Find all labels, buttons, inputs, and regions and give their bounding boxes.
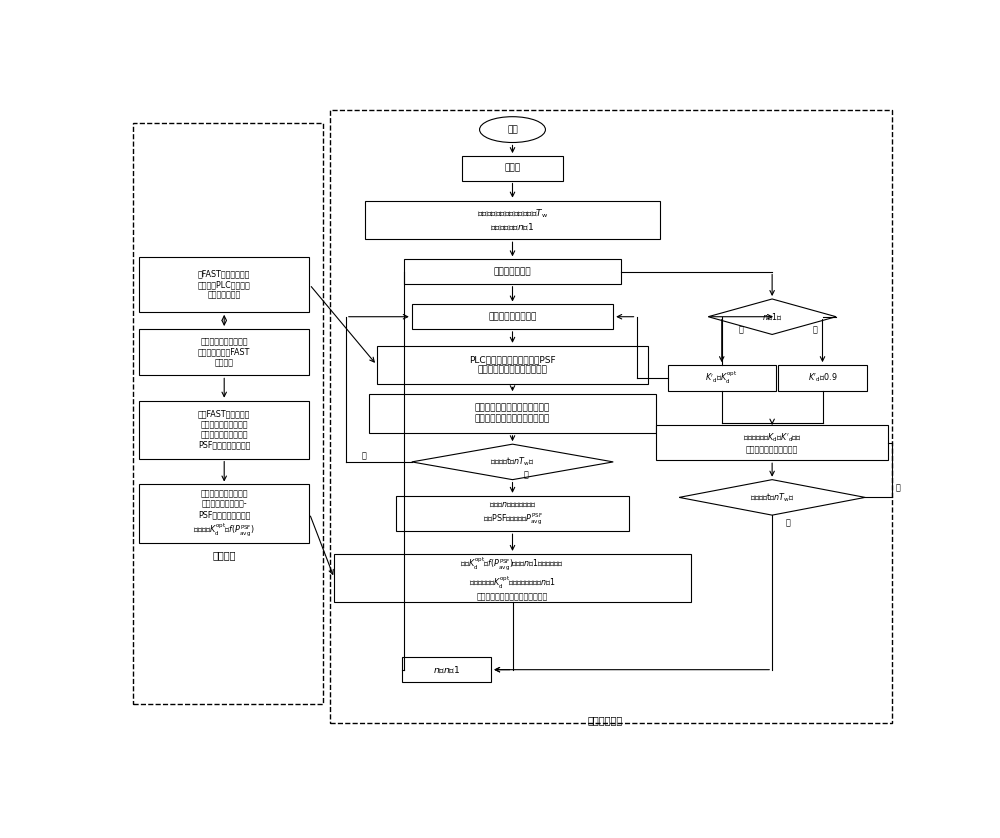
Bar: [139, 257, 309, 312]
Bar: [334, 554, 691, 603]
Bar: [778, 365, 867, 391]
Text: 是: 是: [524, 470, 529, 479]
Bar: [668, 365, 776, 391]
Text: 计算第$n$个时段虚拟风机
应用PSF方法对应的$P^{\mathrm{PSF}}_{\mathrm{avg}}$: 计算第$n$个时段虚拟风机 应用PSF方法对应的$P^{\mathrm{PSF}…: [483, 500, 542, 527]
Bar: [133, 123, 323, 704]
Text: 进入该运行周期: 进入该运行周期: [494, 267, 531, 276]
Text: 开始: 开始: [507, 125, 518, 134]
Text: 读取当前实测风速值: 读取当前实测风速值: [488, 313, 537, 321]
Bar: [396, 496, 629, 531]
Text: 基于FAST遍历对应不
同风况的风电机组最优
转矩增益系数以及应用
PSF法的风能捕获效率: 基于FAST遍历对应不 同风况的风电机组最优 转矩增益系数以及应用 PSF法的风…: [198, 410, 250, 450]
Text: $K'_{\mathrm{d}}$＝0.9: $K'_{\mathrm{d}}$＝0.9: [808, 372, 837, 385]
Bar: [377, 346, 648, 385]
Text: 否: 否: [896, 484, 901, 492]
Text: 否: 否: [739, 325, 744, 334]
Polygon shape: [679, 479, 865, 515]
Bar: [139, 484, 309, 542]
Text: 运行时间t＝$nT_\mathrm{w}$？: 运行时间t＝$nT_\mathrm{w}$？: [750, 491, 794, 504]
Text: 否: 否: [361, 451, 366, 460]
Text: 实际风机按照$K_{\mathrm{d}}$＝$K'_{\mathrm{d}}$运行
改进的减小转矩增益方法: 实际风机按照$K_{\mathrm{d}}$＝$K'_{\mathrm{d}}$…: [743, 431, 802, 454]
Polygon shape: [412, 444, 613, 479]
Text: $K'_{\mathrm{d}}$＝$K^{\mathrm{opt}}_{\mathrm{d}}$: $K'_{\mathrm{d}}$＝$K^{\mathrm{opt}}_{\ma…: [705, 370, 738, 386]
Text: PLC中的虚拟风电机组采用PSF
方法，并与实际机组同步运行: PLC中的虚拟风电机组采用PSF 方法，并与实际机组同步运行: [469, 355, 556, 375]
Bar: [402, 658, 491, 682]
Text: 是: 是: [812, 325, 817, 334]
Bar: [656, 425, 888, 460]
Bar: [412, 304, 613, 329]
Text: 离线步骤: 离线步骤: [212, 551, 236, 561]
Bar: [369, 394, 656, 433]
Bar: [404, 259, 621, 284]
Polygon shape: [708, 299, 836, 334]
Ellipse shape: [480, 116, 545, 142]
Bar: [330, 111, 892, 723]
Bar: [139, 401, 309, 458]
Text: 记录虚拟风机运行数据（风速、
转速、电磁转矩、转子加速度）: 记录虚拟风机运行数据（风速、 转速、电磁转矩、转子加速度）: [475, 404, 550, 423]
Text: $n$＝1？: $n$＝1？: [762, 312, 782, 322]
Bar: [462, 156, 563, 180]
Bar: [139, 329, 309, 375]
Text: 初始化: 初始化: [504, 163, 521, 173]
Text: $n$＝$n$＋1: $n$＝$n$＋1: [433, 665, 460, 675]
Bar: [365, 200, 660, 240]
Text: 运行时间t＝$nT_\mathrm{w}$？: 运行时间t＝$nT_\mathrm{w}$？: [490, 456, 535, 468]
Text: 是: 是: [785, 519, 790, 528]
Text: 根据$K^{\mathrm{opt}}_{\mathrm{d}}$＝$f$($P^{\mathrm{PSF}}_{\mathrm{avg}}$)估算第$n$＋1: 根据$K^{\mathrm{opt}}_{\mathrm{d}}$＝$f$($P…: [460, 555, 565, 601]
Text: 根据遍历样本数据拟合
出最优转矩增益系数-
PSF法风能捕获效率的
函数关系$K^{\mathrm{opt}}_{\mathrm{d}}$＝$f$($P^{\m: 根据遍历样本数据拟合 出最优转矩增益系数- PSF法风能捕获效率的 函数关系$K…: [193, 489, 255, 538]
Text: 获取风电机组气动、结
构参数，并基于FAST
构建模型: 获取风电机组气动、结 构参数，并基于FAST 构建模型: [198, 338, 250, 367]
Text: 将FAST模型嵌入风电
机组主控PLC，构建虚
拟风电机组系统: 将FAST模型嵌入风电 机组主控PLC，构建虚 拟风电机组系统: [198, 270, 251, 299]
Text: 设定转矩增益系数优化周期为$T_\mathrm{w}$
设定当前时段$n$＝1: 设定转矩增益系数优化周期为$T_\mathrm{w}$ 设定当前时段$n$＝1: [477, 208, 548, 232]
Text: 在线运行步骤: 在线运行步骤: [588, 715, 623, 725]
